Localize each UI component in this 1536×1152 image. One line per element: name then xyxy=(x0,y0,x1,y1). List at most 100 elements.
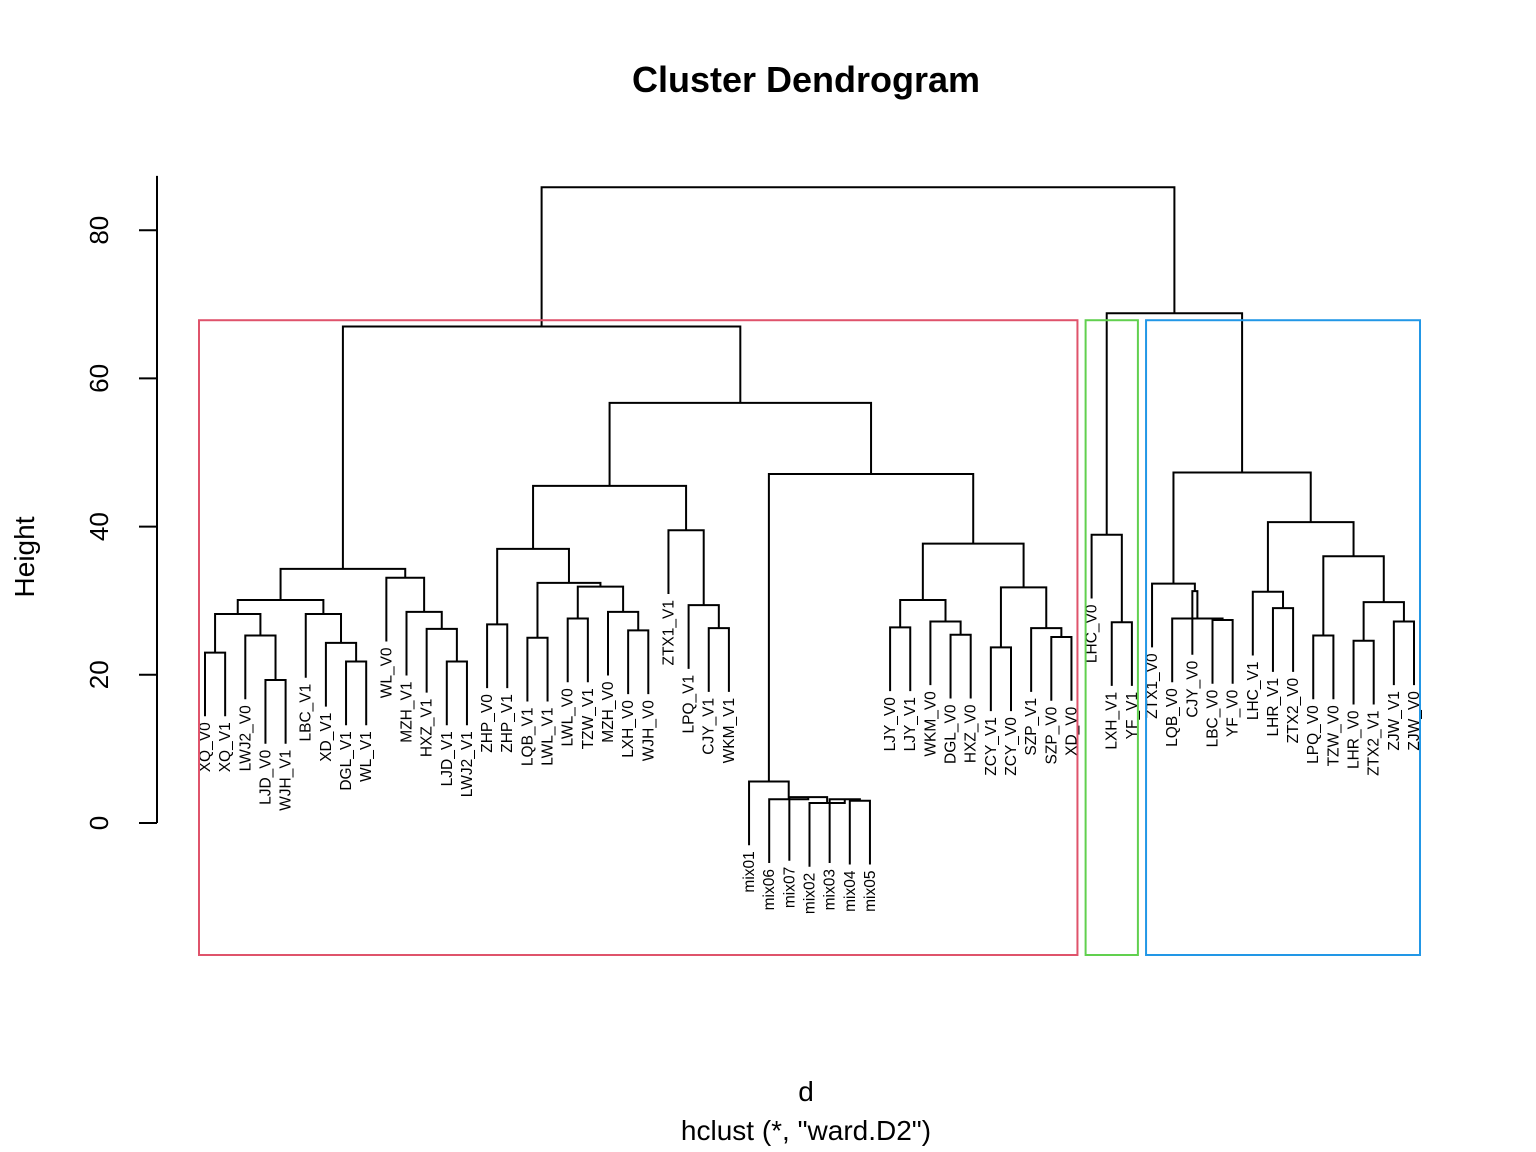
leaf-label: LPQ_V1 xyxy=(681,675,698,734)
leaf-label: WKM_V1 xyxy=(721,698,738,763)
leaf-label: ZCY_V0 xyxy=(1003,717,1020,776)
leaf-label: WL_V1 xyxy=(358,731,375,782)
dendrogram-merge-j1 xyxy=(1271,607,1295,672)
leaf-label: LJY_V1 xyxy=(902,697,919,751)
leaf-label: SZP_V0 xyxy=(1043,706,1060,764)
dendrogram-merge-f6 xyxy=(1050,636,1073,701)
leaf-label: mix07 xyxy=(781,867,798,908)
dendrogram-merge-f2 xyxy=(949,633,972,699)
dendrogram-merge-j3 xyxy=(1312,634,1335,700)
dendrogram-merge-i3 xyxy=(1191,590,1199,655)
dendrogram-merge-b3 xyxy=(405,610,443,676)
dendrogram-merge-c3 xyxy=(566,617,589,683)
dendrogram-merge-a1 xyxy=(204,651,227,717)
dendrogram-merge-j2 xyxy=(1251,590,1285,656)
leaf-label: WL_V0 xyxy=(378,647,395,698)
leaf-label: mix04 xyxy=(842,870,859,912)
leaf-label: WKM_V0 xyxy=(922,691,939,757)
dendrogram-merge-i4 xyxy=(1151,582,1196,648)
leaf-label: HXZ_V1 xyxy=(419,699,436,758)
dendrogram-merge-f4 xyxy=(899,598,947,628)
dendrogram-merge-k1 xyxy=(1172,471,1312,584)
dendrogram-merge-a3 xyxy=(244,634,277,700)
leaf-label: LBC_V1 xyxy=(298,684,315,742)
leaf-label: XQ_V1 xyxy=(217,722,234,772)
leaf-label: XD_V1 xyxy=(318,713,335,762)
leaf-label: LXH_V1 xyxy=(1104,692,1121,750)
leaf-label: TZW_V1 xyxy=(580,688,597,749)
dendrogram-merge-j4 xyxy=(1352,639,1375,705)
dendrogram-merge-f1 xyxy=(889,626,912,692)
leaf-label: LHC_V1 xyxy=(1245,662,1262,721)
leaf-label: mix03 xyxy=(822,869,839,910)
dendrogram-branches xyxy=(204,186,1415,867)
dendrogram-merge-c1 xyxy=(486,623,509,689)
dendrogram-merge-d3 xyxy=(667,529,705,606)
y-axis: 0 20 40 60 80 xyxy=(84,175,158,830)
leaf-label: ZJW_V0 xyxy=(1406,691,1423,751)
cluster-boxes xyxy=(198,319,1422,956)
dendrogram-merge-i1 xyxy=(1211,618,1234,684)
leaf-label: YF_V1 xyxy=(1124,692,1141,739)
dendrogram-merge-a4 xyxy=(214,613,262,653)
y-tick-label: 20 xyxy=(84,660,114,689)
y-tick-label: 80 xyxy=(84,216,114,245)
leaf-label: ZCY_V1 xyxy=(983,717,1000,776)
leaf-label: ZHP_V1 xyxy=(499,694,516,753)
chart-subtitle: hclust (*, "ward.D2") xyxy=(681,1115,931,1146)
leaf-label: LJY_V0 xyxy=(882,697,899,752)
dendrogram-merge-j5 xyxy=(1392,620,1415,686)
dendrogram-merge-f3 xyxy=(929,620,962,686)
leaf-label: LQB_V0 xyxy=(1164,688,1181,747)
leaf-label: LBC_V0 xyxy=(1205,689,1222,747)
leaf-label: LPQ_V0 xyxy=(1305,705,1322,764)
dendrogram-merge-a6 xyxy=(324,641,358,707)
dendrogram-merge-c4 xyxy=(627,629,650,695)
dendrogram-merge-h1 xyxy=(1110,621,1133,686)
y-tick-label: 60 xyxy=(84,364,114,393)
dendrogram-merge-a5 xyxy=(345,660,368,726)
dendrogram-merge-a2 xyxy=(264,678,287,744)
leaf-label: LWL_V0 xyxy=(560,688,577,747)
dendrogram-merge-b1 xyxy=(445,660,468,726)
dendrogram-merge-f5 xyxy=(989,646,1012,712)
leaf-label: LHR_V1 xyxy=(1265,678,1282,737)
dendrogram-merge-root xyxy=(540,186,1176,327)
leaf-label: ZJW_V1 xyxy=(1386,691,1403,750)
leaf-label: LHC_V0 xyxy=(1084,604,1101,663)
y-tick-label: 0 xyxy=(84,816,114,830)
leaf-label: LJD_V0 xyxy=(257,749,274,805)
leaf-label: YF_V0 xyxy=(1225,689,1242,737)
leaf-label: LHR_V0 xyxy=(1346,710,1363,769)
dendrogram-merge-c6 xyxy=(576,585,625,619)
leaf-label: DGL_V1 xyxy=(338,731,355,790)
leaf-label: WJH_V1 xyxy=(278,750,295,811)
dendrogram-merge-c8 xyxy=(496,547,570,625)
leaf-label: HXZ_V0 xyxy=(963,704,980,763)
dendrogram-merge-g2 xyxy=(341,325,742,569)
leaf-label: ZTX1_V0 xyxy=(1144,653,1161,719)
leaf-label: XD_V0 xyxy=(1063,706,1080,755)
leaf-label: SZP_V1 xyxy=(1023,698,1040,756)
dendrogram-merge-d2 xyxy=(687,604,720,669)
dendrogram-merge-c5 xyxy=(607,610,640,676)
leaf-label: mix01 xyxy=(741,851,758,892)
leaf-label: WJH_V0 xyxy=(640,700,657,762)
y-axis-label: Height xyxy=(9,516,40,597)
leaf-label: DGL_V0 xyxy=(943,704,960,764)
cluster-box xyxy=(198,319,1079,956)
leaf-label: LWJ2_V0 xyxy=(237,705,254,771)
leaf-label: LXH_V0 xyxy=(620,700,637,758)
leaf-label: LWJ2_V1 xyxy=(459,731,476,797)
dendrogram-merge-e4 xyxy=(788,796,829,861)
leaf-label: TZW_V0 xyxy=(1325,705,1342,767)
leaf-label: mix06 xyxy=(761,869,778,910)
chart-title: Cluster Dendrogram xyxy=(632,59,980,100)
dendrogram-merge-e1 xyxy=(848,799,871,865)
leaf-label: ZTX1_V1 xyxy=(660,600,677,665)
x-axis-label: d xyxy=(798,1076,814,1107)
dendrogram-merge-b4 xyxy=(385,576,426,642)
dendrogram-merge-e3 xyxy=(808,799,846,867)
